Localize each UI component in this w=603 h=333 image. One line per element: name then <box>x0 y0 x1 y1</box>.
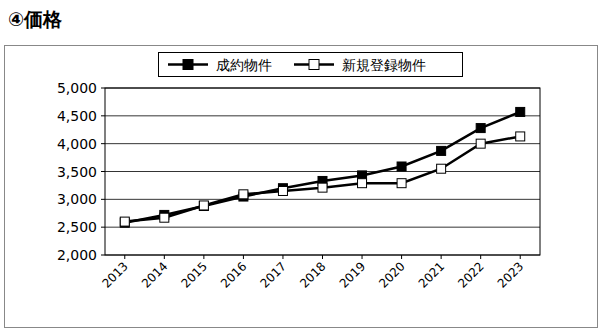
x-tick-label: 2013 <box>99 259 130 290</box>
title: ④価格 <box>8 8 63 30</box>
marker <box>476 139 485 148</box>
marker <box>437 164 446 173</box>
y-tick-label: 2,500 <box>57 219 97 235</box>
x-tick-label: 2014 <box>139 259 170 290</box>
x-tick-label: 2021 <box>416 259 447 290</box>
x-tick <box>362 255 363 259</box>
grid-line <box>105 115 540 116</box>
grid-line <box>105 227 540 228</box>
y-tick <box>101 88 105 89</box>
x-tick <box>282 255 283 259</box>
series-line <box>125 136 520 221</box>
y-tick-label: 5,000 <box>57 80 97 96</box>
y-tick-label: 4,000 <box>57 136 97 152</box>
legend-marker <box>309 60 319 70</box>
marker <box>239 190 248 199</box>
y-tick <box>101 227 105 228</box>
x-tick-label: 2022 <box>455 259 486 290</box>
x-tick-label: 2019 <box>337 259 368 290</box>
marker <box>278 186 287 195</box>
y-tick <box>101 255 105 256</box>
marker <box>437 146 446 155</box>
x-tick-label: 2018 <box>297 259 328 290</box>
marker <box>476 124 485 133</box>
x-tick <box>520 255 521 259</box>
legend-label: 成約物件 <box>216 57 272 73</box>
y-tick-label: 3,000 <box>57 191 97 207</box>
legend-marker <box>183 60 193 70</box>
y-tick <box>101 143 105 144</box>
marker <box>358 179 367 188</box>
y-tick-label: 4,500 <box>57 108 97 124</box>
x-tick <box>322 255 323 259</box>
y-tick-label: 3,500 <box>57 164 97 180</box>
marker <box>120 217 129 226</box>
legend-box <box>159 53 463 77</box>
marker <box>318 183 327 192</box>
grid-line <box>105 143 540 144</box>
series-line <box>125 112 520 223</box>
marker <box>199 202 208 211</box>
x-tick-label: 2023 <box>495 259 526 290</box>
marker <box>397 162 406 171</box>
marker <box>397 179 406 188</box>
marker <box>199 201 208 210</box>
marker <box>516 107 525 116</box>
data-group <box>120 107 524 227</box>
x-tick-label: 2017 <box>258 259 289 290</box>
marker <box>516 132 525 141</box>
chart-frame <box>5 46 598 328</box>
x-tick <box>480 255 481 259</box>
y-tick-label: 2,000 <box>57 247 97 263</box>
legend-label: 新規登録物件 <box>342 57 426 73</box>
y-tick <box>101 171 105 172</box>
x-tick <box>401 255 402 259</box>
x-tick <box>164 255 165 259</box>
y-tick <box>101 199 105 200</box>
grid-line <box>105 199 540 200</box>
x-tick <box>243 255 244 259</box>
x-tick-label: 2016 <box>218 259 249 290</box>
plot-frame <box>105 88 540 255</box>
grid-line <box>105 171 540 172</box>
y-tick <box>101 115 105 116</box>
x-tick <box>203 255 204 259</box>
x-tick <box>441 255 442 259</box>
marker <box>160 213 169 222</box>
x-tick-label: 2015 <box>178 259 209 290</box>
x-tick <box>124 255 125 259</box>
chart: ④価格 2,000 2,500 3,000 3,500 4,000 4,500 5,000 20… <box>0 0 603 333</box>
x-tick-label: 2020 <box>376 259 407 290</box>
